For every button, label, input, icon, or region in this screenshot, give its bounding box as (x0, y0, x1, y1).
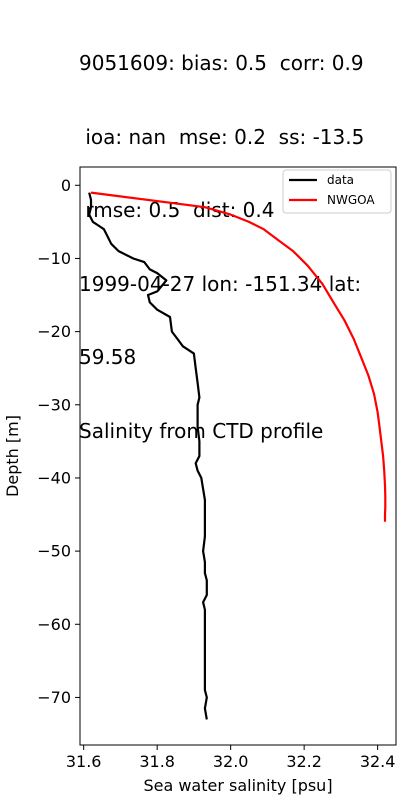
legend-label-nwgoa: NWGOA (327, 193, 375, 207)
legend: data NWGOA (282, 169, 392, 214)
title-line-4: 1999-04-27 lon: -151.34 lat: (79, 271, 362, 296)
x-tick-label: 31.6 (66, 752, 102, 771)
series-line-data (88, 192, 208, 720)
series-layer (88, 191, 387, 720)
title-line-6: Salinity from CTD profile (79, 418, 324, 443)
y-tick-label: −40 (37, 468, 71, 487)
y-tick-label: −30 (37, 395, 71, 414)
y-axis-label: Depth [m] (3, 415, 22, 497)
series-line-nwgoa (90, 191, 387, 522)
chart-title: 9051609: bias: 0.5 corr: 0.9 ioa: nan ms… (79, 2, 399, 468)
y-tick-label: −50 (37, 542, 71, 561)
axis-ticks: 31.6 31.8 32.0 32.2 32.4 0 −10 −20 −30 −40 −50 −60 −… (37, 176, 395, 771)
y-tick-label: −70 (37, 688, 71, 707)
y-tick-label: 0 (61, 176, 71, 195)
legend-label-data: data (327, 173, 354, 187)
x-tick-label: 32.0 (213, 752, 249, 771)
y-tick-label: −60 (37, 615, 71, 634)
y-tick-label: −20 (37, 322, 71, 341)
plot-frame (79, 166, 397, 746)
y-tick-label: −10 (37, 249, 71, 268)
title-line-5: 59.58 (79, 345, 137, 369)
axes-frame (79, 166, 397, 746)
x-tick-label: 32.2 (286, 752, 322, 771)
title-line-3: rmse: 0.5 dist: 0.4 (79, 198, 275, 222)
x-tick-label: 32.4 (360, 752, 396, 771)
title-line-2: ioa: nan mse: 0.2 ss: -13.5 (79, 124, 365, 149)
title-line-1: 9051609: bias: 0.5 corr: 0.9 (79, 51, 364, 75)
x-axis-label: Sea water salinity [psu] (143, 776, 332, 795)
x-tick-label: 31.8 (139, 752, 175, 771)
